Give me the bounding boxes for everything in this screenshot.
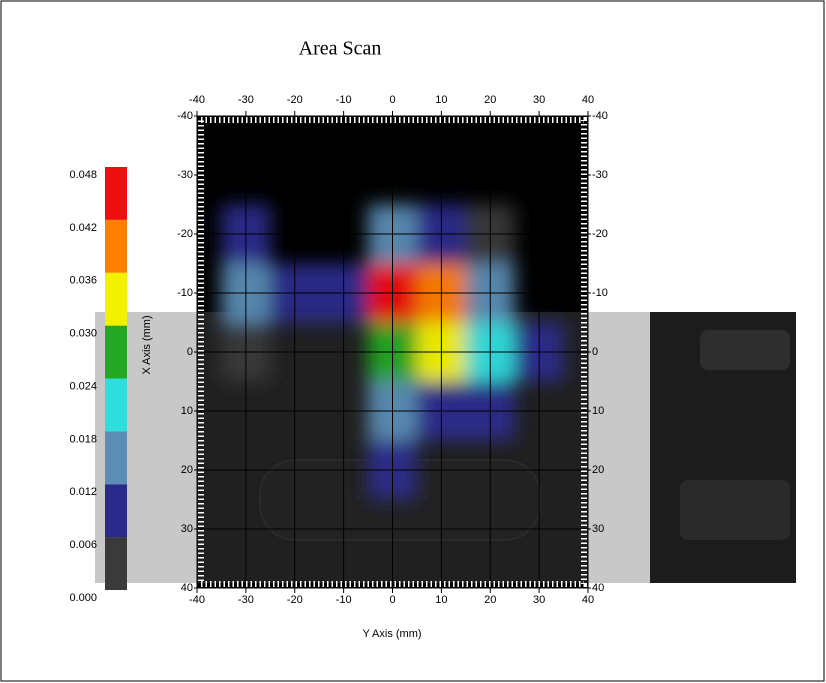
- colorbar-label: 0.006: [69, 539, 97, 551]
- colorbar-swatch: [105, 537, 127, 590]
- y-tick-label-right: 20: [592, 464, 604, 476]
- y-tick-label-right: 40: [592, 582, 604, 594]
- colorbar-swatch: [105, 273, 127, 326]
- colorbar-swatch: [105, 167, 127, 220]
- y-tick-label: -10: [177, 287, 193, 299]
- x-tick-label-top: -20: [287, 94, 303, 106]
- y-tick-label: 20: [181, 464, 193, 476]
- photo-detail: [700, 330, 790, 370]
- x-tick-label: 0: [389, 594, 395, 606]
- y-tick-label: -40: [177, 110, 193, 122]
- x-tick-label-top: 30: [533, 94, 545, 106]
- y-axis-label: X Axis (mm): [141, 315, 153, 374]
- chart: Area Scan Y Axis (mm) X Axis (mm) -40 -40…: [0, 0, 826, 683]
- colorbar-label: 0.012: [69, 486, 97, 498]
- y-tick-label-right: 30: [592, 523, 604, 535]
- chart-title: Area Scan: [299, 38, 382, 60]
- x-tick-label-top: -40: [189, 94, 205, 106]
- y-tick-label: 30: [181, 523, 193, 535]
- x-tick-label-top: 10: [435, 94, 447, 106]
- colorbar-label: 0.048: [69, 169, 97, 181]
- photo-detail: [680, 480, 790, 540]
- y-tick-label-right: 10: [592, 405, 604, 417]
- y-tick-label-right: -20: [592, 228, 608, 240]
- x-tick-label-top: 20: [484, 94, 496, 106]
- x-tick-label-top: -30: [238, 94, 254, 106]
- y-tick-label: -30: [177, 169, 193, 181]
- x-tick-label: -20: [287, 594, 303, 606]
- colorbar-label: 0.030: [69, 328, 97, 340]
- colorbar-swatch: [105, 484, 127, 537]
- y-tick-label: 0: [187, 346, 193, 358]
- x-tick-label: -30: [238, 594, 254, 606]
- colorbar-label: 0.036: [69, 275, 97, 287]
- colorbar-label: 0.000: [69, 592, 97, 604]
- y-tick-label-right: -40: [592, 110, 608, 122]
- y-tick-label-right: -30: [592, 169, 608, 181]
- y-tick-label: 10: [181, 405, 193, 417]
- x-axis-label: Y Axis (mm): [362, 628, 421, 640]
- colorbar-swatch: [105, 431, 127, 484]
- x-tick-label: 30: [533, 594, 545, 606]
- page: Area Scan Y Axis (mm) X Axis (mm) -40 -40…: [0, 0, 826, 683]
- colorbar-label: 0.042: [69, 222, 97, 234]
- colorbar-swatch: [105, 220, 127, 273]
- y-tick-label-right: -10: [592, 287, 608, 299]
- colorbar-swatch: [105, 379, 127, 432]
- x-tick-label: 10: [435, 594, 447, 606]
- x-tick-label: -10: [336, 594, 352, 606]
- y-tick-label: 40: [181, 582, 193, 594]
- colorbar-label: 0.024: [69, 380, 97, 392]
- x-tick-label-top: 40: [582, 94, 594, 106]
- x-tick-label: -40: [189, 594, 205, 606]
- colorbar-swatch: [105, 326, 127, 379]
- x-tick-label-top: 0: [389, 94, 395, 106]
- x-tick-label-top: -10: [336, 94, 352, 106]
- y-tick-label: -20: [177, 228, 193, 240]
- x-tick-label: 20: [484, 594, 496, 606]
- x-tick-label: 40: [582, 594, 594, 606]
- y-tick-label-right: 0: [592, 346, 598, 358]
- colorbar-label: 0.018: [69, 433, 97, 445]
